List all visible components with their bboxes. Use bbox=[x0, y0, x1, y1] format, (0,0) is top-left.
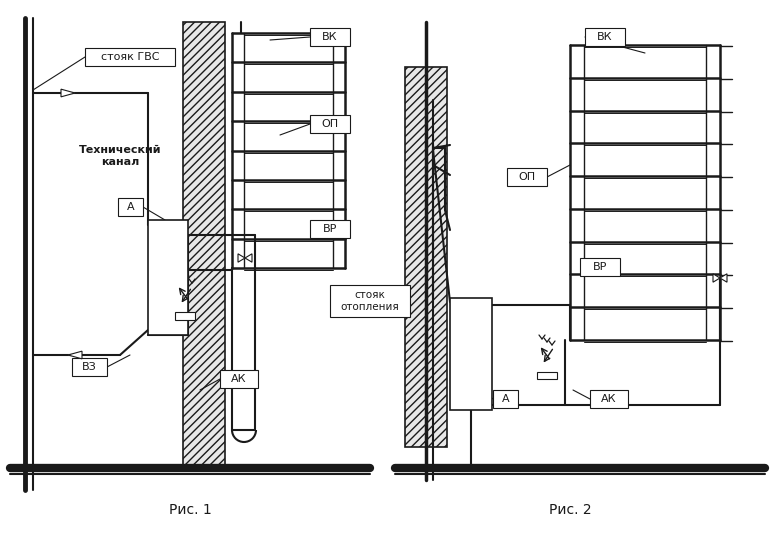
Text: ВЗ: ВЗ bbox=[82, 362, 97, 372]
Text: А: А bbox=[126, 202, 134, 212]
Polygon shape bbox=[61, 89, 75, 97]
Bar bbox=[310, 28, 350, 46]
Text: ВР: ВР bbox=[323, 224, 337, 234]
Polygon shape bbox=[720, 274, 727, 282]
Bar bbox=[310, 115, 350, 133]
Polygon shape bbox=[238, 254, 245, 262]
Text: А: А bbox=[502, 394, 510, 404]
Text: АК: АК bbox=[601, 394, 617, 404]
Text: ОП: ОП bbox=[322, 119, 338, 129]
Bar bbox=[118, 198, 143, 216]
Bar bbox=[148, 220, 188, 335]
Bar bbox=[590, 390, 628, 408]
Bar bbox=[310, 220, 350, 238]
Text: стояк
отопления: стояк отопления bbox=[341, 290, 399, 312]
Polygon shape bbox=[713, 274, 720, 282]
Bar bbox=[175, 312, 195, 320]
Text: ВК: ВК bbox=[322, 32, 338, 42]
Text: ВК: ВК bbox=[598, 32, 613, 42]
Bar bbox=[330, 285, 410, 317]
Polygon shape bbox=[245, 254, 252, 262]
Bar bbox=[85, 48, 175, 66]
Text: ВР: ВР bbox=[593, 262, 608, 272]
Polygon shape bbox=[68, 351, 82, 359]
Bar bbox=[493, 390, 518, 408]
Bar bbox=[580, 258, 620, 276]
Bar bbox=[72, 358, 107, 376]
Bar bbox=[507, 168, 547, 186]
Bar bbox=[537, 372, 557, 379]
Text: стояк ГВС: стояк ГВС bbox=[101, 52, 160, 62]
Text: АК: АК bbox=[231, 374, 247, 384]
Bar bbox=[183, 22, 225, 468]
Text: Рис. 1: Рис. 1 bbox=[169, 503, 211, 517]
Bar bbox=[405, 67, 447, 447]
Text: Технический
канал: Технический канал bbox=[79, 145, 161, 167]
Text: ОП: ОП bbox=[518, 172, 536, 182]
Text: Рис. 2: Рис. 2 bbox=[549, 503, 591, 517]
Bar bbox=[220, 370, 258, 388]
Bar bbox=[585, 28, 625, 46]
Bar bbox=[450, 298, 492, 410]
